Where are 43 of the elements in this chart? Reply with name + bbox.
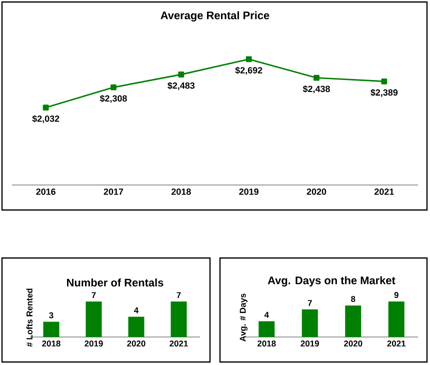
x-tick-label: 2017 [104,188,124,195]
point [42,104,49,111]
bar [388,302,404,337]
y-axis-title: Avg. # Days [240,294,248,342]
point [178,72,184,78]
bar [258,321,275,337]
chart-title: Avg. Days on the Market [268,276,396,287]
x-tick-label: 2021 [387,340,406,347]
data-label: 4 [264,312,269,318]
x-tick-label: 2020 [306,188,326,195]
data-label: 9 [394,292,398,298]
data-label: 7 [92,292,96,298]
x-tick-label: 2019 [300,340,319,347]
data-label: 8 [351,296,356,302]
data-label: 3 [49,312,54,318]
chart-title: Number of Rentals [67,278,164,286]
y-axis-title: # Lofts Rented [26,288,32,347]
bar [302,309,318,337]
x-tick-label: 2018 [258,340,276,347]
point [246,56,252,62]
x-tick-label: 2018 [42,340,60,347]
data-label: 7 [308,300,312,306]
data-label: $2,308 [100,94,127,103]
x-tick-label: 2020 [127,340,146,347]
point [110,84,116,90]
data-label: 4 [134,307,139,314]
data-label: $2,389 [370,88,398,97]
chart-title: Average Rental Price [160,11,270,22]
x-tick-label: 2019 [239,188,258,195]
point [314,74,320,81]
x-tick-label: 2019 [84,340,103,347]
data-label: $2,032 [32,115,60,124]
data-label: $2,438 [302,85,330,94]
bar [345,305,362,337]
x-tick-label: 2021 [374,188,394,195]
data-label: 7 [176,292,181,298]
data-label: $2,483 [168,82,195,90]
x-tick-label: 2018 [172,188,191,195]
point [381,78,388,84]
x-tick-label: 2020 [344,340,362,347]
x-tick-label: 2021 [170,340,188,347]
x-tick-label: 2016 [36,188,56,195]
data-label: $2,692 [235,66,262,75]
